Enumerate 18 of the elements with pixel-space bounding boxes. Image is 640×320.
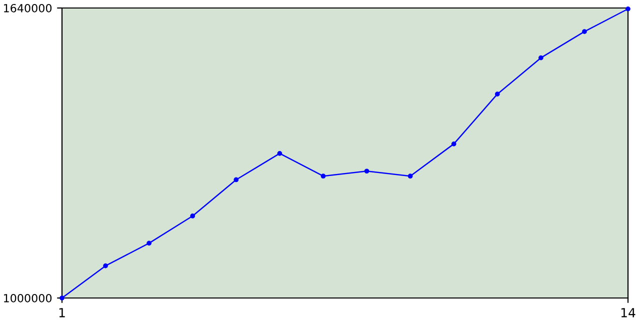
y-tick-label: 1000000	[4, 294, 52, 302]
point	[494, 92, 500, 97]
point	[626, 6, 630, 12]
point	[234, 177, 239, 182]
y-tick-label: 1640000	[4, 4, 52, 12]
point	[582, 29, 587, 34]
point	[408, 174, 413, 179]
point	[320, 174, 326, 179]
x-tick-label: 1	[59, 308, 65, 318]
x-tick-label: 14	[621, 308, 636, 318]
point	[364, 168, 370, 174]
point	[190, 214, 196, 218]
point	[60, 296, 64, 300]
point	[103, 263, 108, 268]
point	[538, 55, 544, 60]
point	[146, 240, 152, 246]
point	[277, 151, 282, 156]
point	[451, 142, 456, 146]
